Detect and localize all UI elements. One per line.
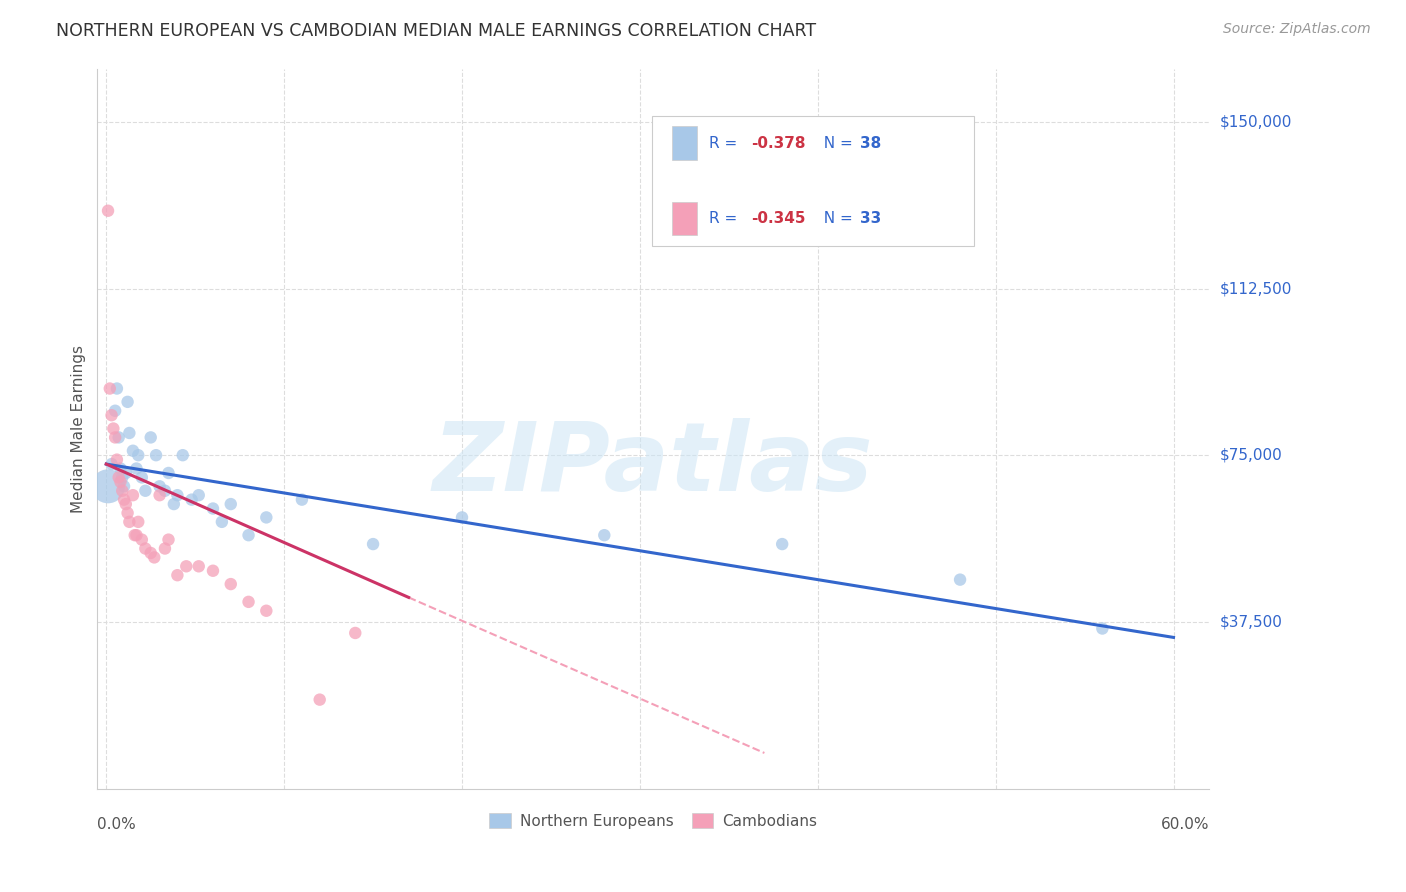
Point [98, 382, 121, 396]
Text: -0.378: -0.378 [751, 136, 806, 151]
Point [157, 466, 180, 480]
Legend: Northern Europeans, Cambodians: Northern Europeans, Cambodians [484, 807, 824, 835]
Point [97, 203, 120, 218]
Point [149, 488, 172, 502]
Point [157, 533, 180, 547]
Point [166, 488, 188, 502]
Point [114, 497, 136, 511]
Text: 60.0%: 60.0% [1160, 817, 1209, 832]
Point [344, 626, 367, 640]
Point [118, 515, 141, 529]
Point [201, 564, 224, 578]
Text: Source: ZipAtlas.com: Source: ZipAtlas.com [1223, 22, 1371, 37]
Point [105, 382, 128, 396]
Text: 0.0%: 0.0% [97, 817, 136, 832]
Point [211, 515, 233, 529]
Point [180, 492, 202, 507]
Text: R =: R = [709, 136, 742, 151]
Text: ZIPatlas: ZIPatlas [433, 418, 873, 511]
Point [100, 408, 122, 422]
Point [114, 466, 136, 480]
Point [100, 457, 122, 471]
Point [107, 430, 129, 444]
Text: $112,500: $112,500 [1220, 281, 1292, 296]
Point [112, 479, 135, 493]
Point [139, 430, 162, 444]
Point [153, 483, 176, 498]
Text: N =: N = [814, 211, 858, 226]
Point [291, 492, 314, 507]
Point [124, 528, 146, 542]
Point [219, 497, 242, 511]
Point [187, 488, 209, 502]
Point [361, 537, 384, 551]
Point [125, 528, 148, 542]
Point [97, 479, 120, 493]
Point [201, 501, 224, 516]
Text: 33: 33 [860, 211, 882, 226]
Point [111, 470, 134, 484]
Point [131, 533, 153, 547]
Point [105, 452, 128, 467]
Point [107, 470, 129, 484]
Point [117, 395, 139, 409]
Text: $150,000: $150,000 [1220, 114, 1292, 129]
Text: NORTHERN EUROPEAN VS CAMBODIAN MEDIAN MALE EARNINGS CORRELATION CHART: NORTHERN EUROPEAN VS CAMBODIAN MEDIAN MA… [56, 22, 817, 40]
Point [122, 488, 145, 502]
Point [238, 528, 260, 542]
Point [112, 492, 135, 507]
Point [145, 448, 167, 462]
Point [1091, 622, 1114, 636]
Point [134, 541, 156, 556]
Point [187, 559, 209, 574]
Point [172, 448, 194, 462]
Point [593, 528, 616, 542]
Text: R =: R = [709, 211, 742, 226]
Point [110, 461, 132, 475]
Y-axis label: Median Male Earnings: Median Male Earnings [72, 344, 86, 513]
Point [219, 577, 242, 591]
Point [174, 559, 197, 574]
Point [134, 483, 156, 498]
Point [254, 510, 277, 524]
Point [949, 573, 972, 587]
Point [131, 470, 153, 484]
Point [104, 430, 127, 444]
Point [125, 461, 148, 475]
Point [110, 475, 132, 489]
Point [118, 425, 141, 440]
Point [117, 506, 139, 520]
Point [149, 479, 172, 493]
Text: $75,000: $75,000 [1220, 448, 1282, 463]
Point [166, 568, 188, 582]
Point [308, 692, 330, 706]
Point [127, 515, 149, 529]
Point [143, 550, 166, 565]
Point [163, 497, 186, 511]
Point [254, 604, 277, 618]
Point [111, 483, 134, 498]
Point [153, 541, 176, 556]
Point [127, 448, 149, 462]
Point [103, 421, 125, 435]
Text: N =: N = [814, 136, 858, 151]
Text: $37,500: $37,500 [1220, 615, 1284, 630]
Point [770, 537, 793, 551]
Point [451, 510, 474, 524]
Point [139, 546, 162, 560]
Text: 38: 38 [860, 136, 882, 151]
Point [104, 403, 127, 417]
Text: -0.345: -0.345 [751, 211, 806, 226]
Point [238, 595, 260, 609]
Point [122, 443, 145, 458]
